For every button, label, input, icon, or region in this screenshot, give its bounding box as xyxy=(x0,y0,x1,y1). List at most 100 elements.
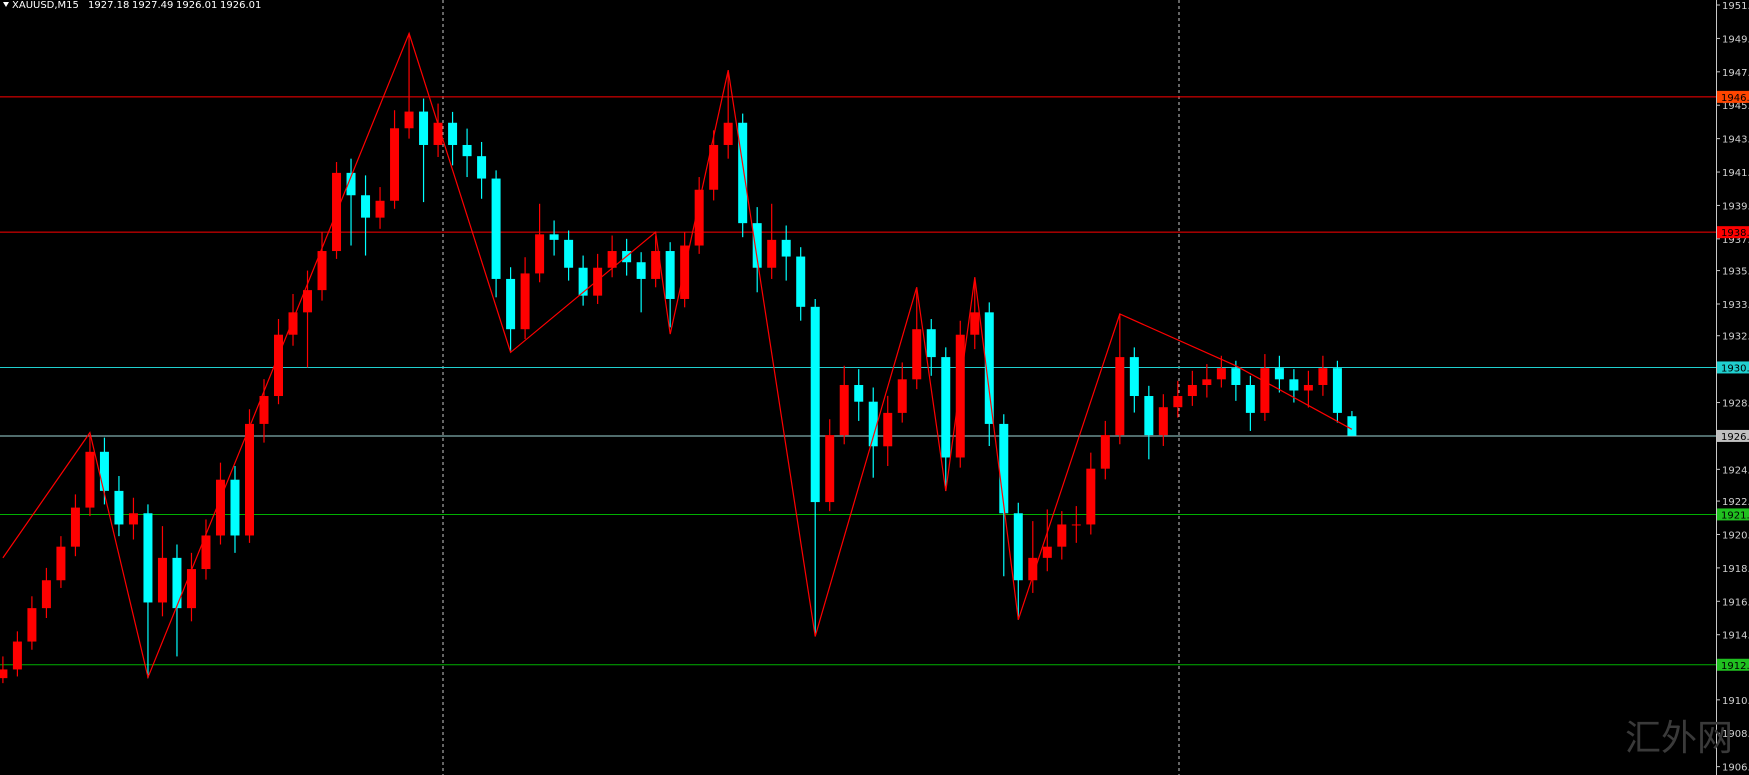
candle-body xyxy=(810,306,820,503)
y-tick-label: 1920.1 xyxy=(1722,530,1749,541)
candle-body xyxy=(984,312,994,424)
candle-body xyxy=(128,513,138,525)
candle-body xyxy=(1158,407,1168,436)
y-tick-label: 1943.8 xyxy=(1722,135,1749,146)
candle-body xyxy=(215,479,225,536)
candle-body xyxy=(27,608,37,642)
candle-body xyxy=(839,384,849,436)
candle-body xyxy=(448,122,458,145)
candle-body xyxy=(970,312,980,335)
candle-body xyxy=(0,669,8,679)
candle-body xyxy=(665,251,675,299)
candle-body xyxy=(1231,368,1241,385)
candle-body xyxy=(694,189,704,246)
candle-body xyxy=(796,256,806,307)
candle-body xyxy=(651,251,661,279)
candle-body xyxy=(578,267,588,296)
zigzag xyxy=(2,31,1353,680)
candle-body xyxy=(1144,396,1154,436)
candle-body xyxy=(607,251,617,268)
level-box xyxy=(1717,429,1749,442)
candle-body xyxy=(1274,368,1284,380)
candle-body xyxy=(419,111,429,145)
candle-body xyxy=(274,334,284,397)
y-tick-label: 1906.2 xyxy=(1722,763,1749,774)
level-label: 1921.3 xyxy=(1721,510,1749,521)
y-tick-label: 1949.8 xyxy=(1722,34,1749,45)
candle-body xyxy=(462,144,472,157)
level-box xyxy=(1717,361,1749,374)
candle-body xyxy=(303,290,313,313)
candle-body xyxy=(157,557,167,603)
level-box xyxy=(1717,226,1749,239)
axis: 1951.8 1949.8 1947.8 1945.8 1943.8 1941.8 1939… xyxy=(1716,1,1749,774)
candle-body xyxy=(346,172,356,196)
y-tick-label: 1914.1 xyxy=(1722,631,1749,642)
levels xyxy=(0,96,1716,666)
y-tick-label: 1941.8 xyxy=(1722,168,1749,179)
y-tick-label: 1924.0 xyxy=(1722,465,1749,476)
candle-body xyxy=(593,267,603,296)
y-tick-label: 1928.0 xyxy=(1722,399,1749,410)
level-label: 1946.3 xyxy=(1721,93,1749,104)
y-tick-label: 1945.8 xyxy=(1722,101,1749,112)
candle-body xyxy=(317,251,327,291)
level-label: 1912.3 xyxy=(1721,661,1749,672)
symbol: XAUUSD,M15 xyxy=(12,0,79,11)
candle-body xyxy=(1202,379,1212,385)
y-tick-label: 1910.2 xyxy=(1722,696,1749,707)
candle-body xyxy=(868,401,878,447)
candle-body xyxy=(738,122,748,224)
candle-body xyxy=(1071,524,1081,526)
candle-body xyxy=(1028,557,1038,581)
candle-body xyxy=(520,273,530,330)
level-box xyxy=(1717,90,1749,103)
candle-body xyxy=(767,239,777,268)
candle-body xyxy=(1347,416,1357,436)
level-label: 1926.0 xyxy=(1721,432,1749,443)
candle-body xyxy=(1245,384,1255,413)
candle-body xyxy=(999,423,1009,514)
candle-body xyxy=(636,262,646,279)
header-price: 1926.01 xyxy=(220,0,261,11)
candle-body xyxy=(549,234,559,240)
header-price: 1927.49 xyxy=(132,0,173,11)
candle-body xyxy=(491,178,501,279)
candle-body xyxy=(375,200,385,218)
header-price: 1927.18 xyxy=(88,0,129,11)
y-tick-label: 1922.1 xyxy=(1722,497,1749,508)
candle-body xyxy=(752,223,762,268)
candle-body xyxy=(883,412,893,447)
candle-body xyxy=(680,245,690,299)
y-tick-label: 1916.1 xyxy=(1722,597,1749,608)
candle-body xyxy=(912,329,922,380)
candle-body xyxy=(1289,379,1299,391)
candle-body xyxy=(361,195,371,218)
y-tick-label: 1918.1 xyxy=(1722,564,1749,575)
candle-body xyxy=(723,122,733,145)
candle-body xyxy=(41,580,51,609)
candle-body xyxy=(477,156,487,179)
candle-body xyxy=(564,239,574,268)
candle-body xyxy=(201,535,211,570)
candle-body xyxy=(433,122,443,145)
candle-body xyxy=(825,435,835,503)
candle-body xyxy=(1187,384,1197,397)
candle-body xyxy=(85,451,95,508)
candle-body xyxy=(781,239,791,257)
candle-body xyxy=(1100,435,1110,469)
candle-body xyxy=(99,451,109,491)
y-tick-label: 1937.8 xyxy=(1722,235,1749,246)
watermark: 汇外网 xyxy=(1625,718,1733,759)
candle-body xyxy=(1216,368,1226,380)
candle-body xyxy=(12,641,22,670)
candle-body xyxy=(1318,368,1328,385)
candle-body xyxy=(390,128,400,201)
candle-body xyxy=(1129,357,1139,397)
candle-body xyxy=(70,507,80,547)
y-tick-label: 1933.9 xyxy=(1722,300,1749,311)
candle-body xyxy=(1042,546,1052,558)
y-tick-label: 1939.8 xyxy=(1722,201,1749,212)
